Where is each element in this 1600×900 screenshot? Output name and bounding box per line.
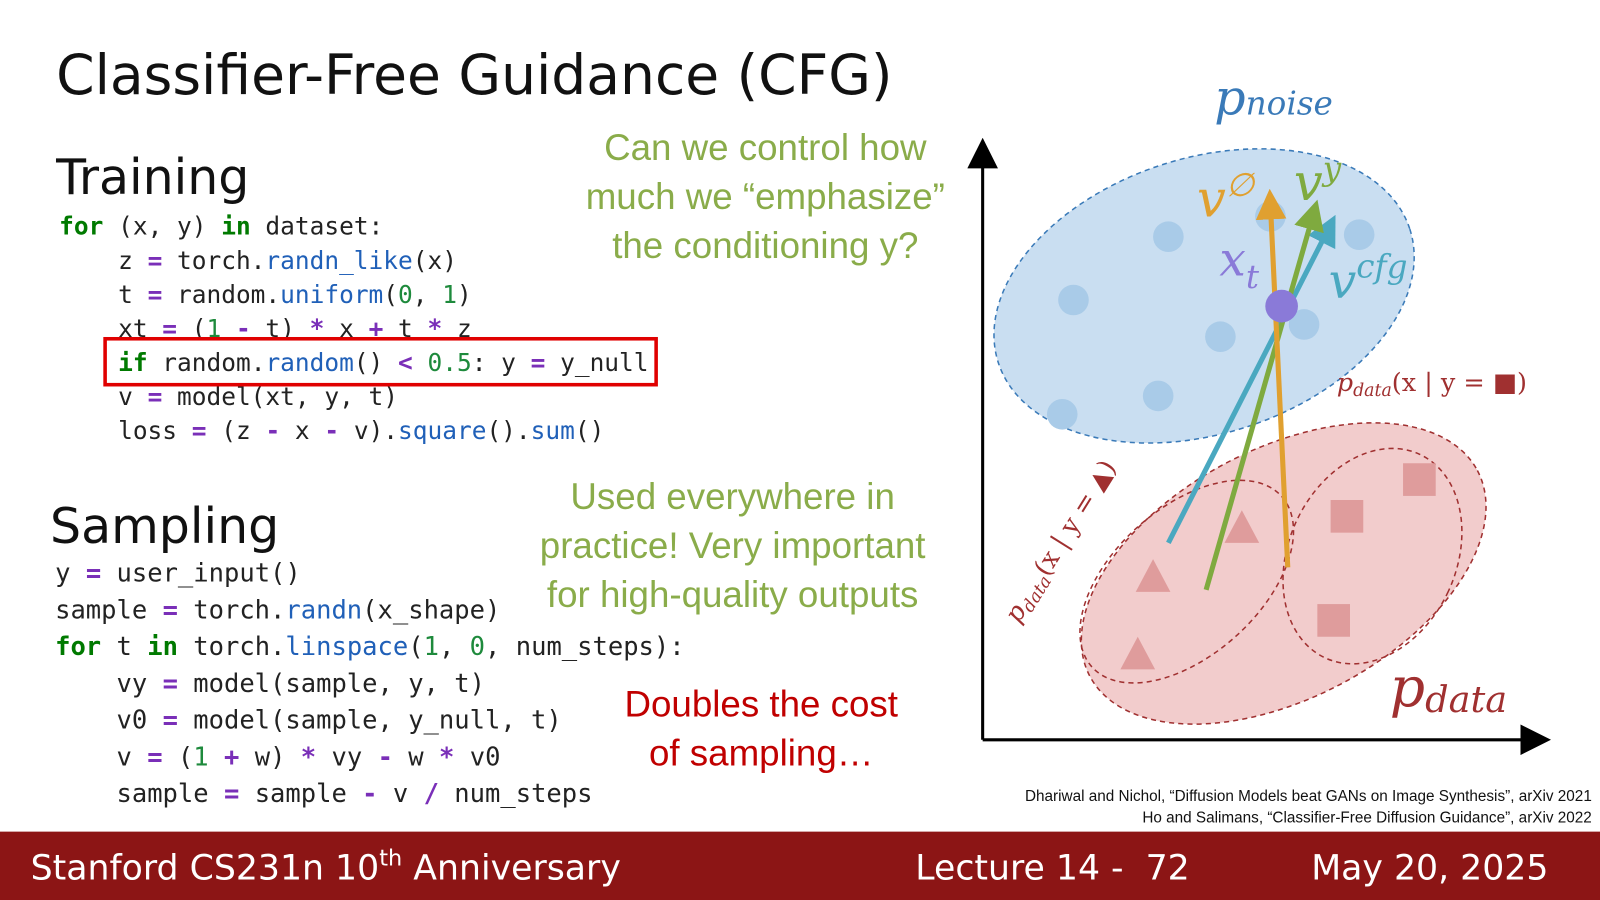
code-line: if random.random() < 0.5: y = y_null [59,348,648,377]
code-line: t = random.uniform(0, 1) [59,280,472,309]
math-label: v∅ [1197,166,1256,229]
code-line: loss = (z - x - v).square().sum() [59,416,604,445]
math-label: xt [1219,233,1259,296]
triangle-region [1079,479,1295,684]
code-line: v = model(xt, y, t) [59,382,398,411]
callout-line: Doubles the cost [624,683,898,724]
code-block: y = user_input()sample = torch.randn(x_s… [55,559,685,809]
math-label: pdata [1390,655,1507,721]
code-block: for (x, y) in dataset: z = torch.randn_l… [59,212,648,445]
data-region [1080,422,1487,725]
callout-line: the conditioning y? [612,225,918,266]
cond-arrow [1203,199,1324,591]
square-region [1282,447,1463,665]
footer-bar [0,831,1600,900]
footer-date: May 20, 2025 [1311,849,1548,889]
code-line: v0 = model(sample, y_null, t) [55,706,562,736]
code-line: sample = sample - v / num_steps [55,779,592,809]
callout-line: Can we control how [604,127,927,168]
cfg-arrow [1166,214,1336,545]
callout-line: much we “emphasize” [586,176,945,217]
section-heading: Sampling [50,498,279,555]
callout-line: practice! Very important [540,525,926,566]
slide-title: Classifier-Free Guidance (CFG) [56,43,892,107]
math-label: vy [1294,150,1342,213]
code-line: sample = torch.randn(x_shape) [55,595,500,625]
math-label: vcfg [1329,248,1408,310]
code-line: z = torch.randn_like(x) [59,246,457,275]
callout-line: Used everywhere in [570,476,895,517]
uncond-arrow [1255,188,1291,568]
citation: Dhariwal and Nichol, “Diffusion Models b… [1025,788,1592,805]
math-label: pnoise [1214,69,1333,126]
highlight-box [103,336,658,387]
section-heading: Training [55,149,249,206]
footer-lecture: Lecture 14 - 72 [915,849,1189,889]
diagram: pnoise v∅ vy xt vcfg pdata(x | y = ■) pd… [967,69,1552,756]
code-line: v = (1 + w) * vy - w * v0 [55,742,500,772]
callout-line: for high-quality outputs [547,574,919,615]
current-point [1265,289,1298,323]
callout-line: of sampling… [649,732,874,773]
citation: Ho and Salimans, “Classifier-Free Diffus… [1142,809,1591,826]
code-line: for (x, y) in dataset: [59,212,383,241]
footer-course: Stanford CS231n 10th Anniversary [31,845,621,888]
data-samples [1120,463,1436,670]
callouts: Can we control how much we “emphasize” the… [540,127,945,773]
code-line: vy = model(sample, y, t) [55,669,485,699]
code-line: y = user_input() [55,559,301,589]
code-line: for t in torch.linspace(1, 0, num_steps)… [55,632,685,662]
math-label: pdata(x | y = ■) [1337,368,1527,401]
